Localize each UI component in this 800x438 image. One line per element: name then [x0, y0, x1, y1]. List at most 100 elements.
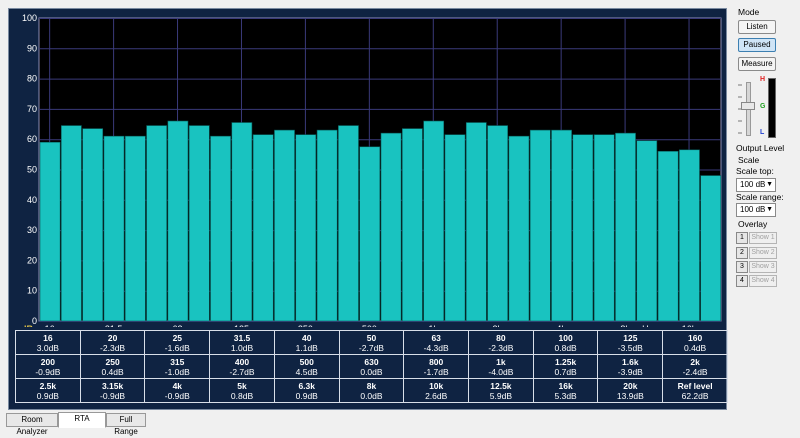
tab-full-range[interactable]: Full Range: [106, 413, 146, 436]
bar-10k: [636, 140, 658, 322]
scale-range-dropdown[interactable]: 100 dB ▼: [736, 203, 776, 217]
x-tick-label: 4k: [556, 324, 566, 327]
scale-top-value: 100 dB: [740, 180, 766, 189]
overlay-4-show-button[interactable]: Show 4: [749, 275, 777, 287]
meter-good-label: G: [760, 103, 766, 110]
band-frequency: 5k: [237, 380, 247, 391]
band-frequency: 6.3k: [298, 380, 315, 391]
table-cell: 20 -2.3dB: [79, 330, 146, 355]
band-frequency: 20k: [623, 380, 638, 391]
bar-800: [402, 128, 423, 322]
bar-50: [146, 125, 167, 322]
chevron-down-icon: ▼: [766, 181, 773, 188]
band-correction: 5.3dB: [554, 390, 577, 401]
band-correction: 3.0dB: [36, 342, 59, 353]
band-frequency: 50: [366, 332, 377, 343]
bar-4k: [551, 129, 572, 322]
bar-400: [338, 125, 359, 322]
x-unit-label: Hz: [642, 324, 653, 327]
overlay-3-show-button[interactable]: Show 3: [749, 261, 777, 273]
bar-6.3k: [593, 134, 615, 322]
band-frequency: 630: [364, 356, 379, 367]
overlay-4-number[interactable]: 4: [736, 275, 748, 287]
y-tick-label: 90: [27, 43, 37, 53]
bar-500: [359, 146, 381, 322]
y-tick-label: 80: [27, 74, 37, 84]
scale-range-value: 100 dB: [740, 205, 766, 214]
band-correction: -0.9dB: [100, 390, 126, 401]
table-cell: 1k -4.0dB: [468, 354, 534, 379]
overlay-1-show-button[interactable]: Show 1: [749, 232, 777, 244]
band-frequency: 200: [40, 356, 55, 367]
band-correction: 0.9dB: [295, 390, 318, 401]
y-tick-label: 60: [27, 134, 37, 144]
band-correction: 0.8dB: [554, 342, 577, 353]
overlay-2-show-button[interactable]: Show 2: [749, 247, 777, 259]
band-correction: -4.0dB: [488, 366, 514, 377]
bar-125: [231, 122, 253, 322]
band-correction: 0.4dB: [101, 366, 124, 377]
table-row: 200 -0.9dB 250 0.4dB 315 -1.0dB 400 -2.7dB 500 4.…: [15, 354, 728, 379]
table-cell: 125 -3.5dB: [597, 330, 664, 355]
x-tick-label: 31.5: [105, 324, 123, 327]
scale-range-label: Scale range:: [736, 192, 784, 202]
band-frequency: 315: [170, 356, 185, 367]
x-tick-label: 16: [45, 324, 55, 327]
band-frequency: 40: [302, 332, 312, 343]
bar-200: [274, 129, 295, 322]
meter-high-label: H: [760, 76, 766, 83]
output-level-slider-thumb[interactable]: [741, 102, 755, 110]
overlay-3-number[interactable]: 3: [736, 261, 748, 273]
band-frequency: 400: [234, 356, 250, 367]
table-cell: 6.3k 0.9dB: [273, 378, 340, 403]
bar-1k: [423, 120, 445, 322]
table-cell: 3.15k -0.9dB: [79, 378, 146, 403]
band-frequency: 100: [558, 332, 573, 343]
listen-button[interactable]: Listen: [738, 20, 776, 34]
overlay-2-number[interactable]: 2: [736, 247, 748, 259]
table-cell: 160 0.4dB: [662, 330, 728, 355]
scale-top-label: Scale top:: [736, 166, 774, 176]
band-correction: -0.9dB: [164, 390, 190, 401]
y-unit-label: dB: [21, 324, 33, 327]
bar-31.5: [103, 135, 125, 322]
table-cell: 800 -1.7dB: [403, 354, 470, 379]
table-cell: 16 3.0dB: [15, 330, 81, 355]
paused-button[interactable]: Paused: [738, 38, 776, 52]
band-frequency: Ref level: [677, 380, 713, 391]
rta-app: 01020304050607080901001631.5631252505001…: [6, 2, 798, 436]
band-correction: 2.6dB: [425, 390, 448, 401]
band-frequency: 80: [496, 332, 506, 343]
measure-button[interactable]: Measure: [738, 57, 776, 71]
table-cell: 1.6k -3.9dB: [597, 354, 664, 379]
table-cell: 2k -2.4dB: [662, 354, 728, 379]
y-tick-label: 100: [22, 13, 37, 23]
band-correction: 0.8dB: [230, 390, 254, 401]
table-cell: 500 4.5dB: [273, 354, 340, 379]
band-correction: -2.3dB: [100, 342, 126, 353]
scale-top-dropdown[interactable]: 100 dB ▼: [736, 178, 776, 192]
x-tick-label: 8k: [620, 324, 630, 327]
band-correction: -1.6dB: [164, 342, 190, 353]
overlay-1-number[interactable]: 1: [736, 232, 748, 244]
band-correction: -1.0dB: [164, 366, 190, 377]
band-frequency: 10k: [429, 380, 444, 391]
table-cell: 12.5k 5.9dB: [468, 378, 534, 403]
band-correction: -2.3dB: [488, 342, 514, 353]
bar-1.25k: [444, 134, 466, 322]
band-frequency: 8k: [366, 380, 377, 391]
bar-12.5k: [657, 151, 679, 322]
band-frequency: 63: [431, 332, 441, 343]
bar-5k: [572, 134, 594, 322]
table-cell: 10k 2.6dB: [403, 378, 470, 403]
tab-room-analyzer[interactable]: Room Analyzer: [6, 413, 58, 436]
control-panel: Mode Listen Paused Measure H G L Output …: [730, 2, 798, 302]
band-correction: 13.9dB: [616, 390, 644, 401]
band-frequency: 4k: [172, 380, 183, 391]
y-tick-label: 10: [27, 286, 37, 296]
bar-40: [124, 135, 146, 322]
calibration-table: 16 3.0dB 20 -2.3dB 25 -1.6dB 31.5 1.0dB 40 1.1dB 5…: [15, 330, 728, 403]
output-level-label: Output Level: [736, 143, 785, 153]
tab-rta[interactable]: RTA: [58, 412, 106, 428]
band-frequency: 800: [429, 356, 444, 367]
